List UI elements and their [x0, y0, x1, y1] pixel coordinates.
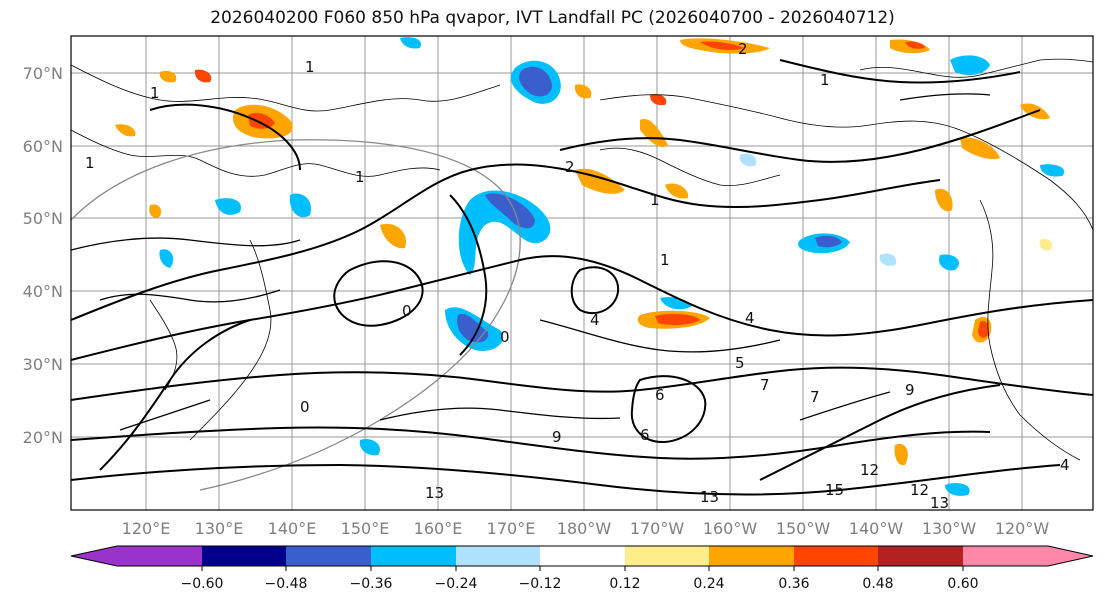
contour-label: 9 [905, 381, 915, 399]
colorbar-tick-label: 0.48 [862, 576, 893, 592]
contour-label: 12 [910, 481, 929, 499]
lon-label: 120°E [122, 519, 171, 538]
shading-negative [159, 37, 1065, 496]
lat-label: 50°N [23, 209, 63, 228]
colorbar-segment [878, 546, 963, 566]
coastlines [70, 58, 1094, 461]
colorbar-extend-left [71, 546, 117, 566]
contour-label: 1 [650, 191, 660, 209]
colorbar-tick-label: −0.24 [435, 576, 478, 592]
contour-label: 0 [402, 302, 412, 320]
contour-label: 5 [735, 354, 745, 372]
colorbar-segment [117, 546, 202, 566]
lon-label: 160°W [703, 519, 758, 538]
contour-label: 6 [655, 386, 665, 404]
contour-label: 6 [640, 426, 650, 444]
colorbar-tick-label: −0.12 [519, 576, 562, 592]
latitude-labels: 70°N 60°N 50°N 40°N 30°N 20°N [23, 64, 63, 447]
lon-label: 140°E [268, 519, 317, 538]
contour-label: 2 [565, 158, 575, 176]
lon-label: 130°W [922, 519, 977, 538]
contour-label: 9 [552, 428, 562, 446]
colorbar-segment [625, 546, 709, 566]
colorbar-tick-label: 0.60 [947, 576, 978, 592]
colorbar-segment [963, 546, 1048, 566]
map-frame [70, 35, 1094, 511]
lat-label: 40°N [23, 282, 63, 301]
lon-label: 130°E [195, 519, 244, 538]
contour-label: 1 [660, 251, 670, 269]
contour-label: 2 [738, 40, 748, 58]
colorbar-tick-label: 0.12 [609, 576, 640, 592]
lon-label: 180°W [557, 519, 612, 538]
lon-label: 160°E [414, 519, 463, 538]
lon-label: 150°W [776, 519, 831, 538]
map-background [71, 36, 1093, 510]
lat-label: 70°N [23, 64, 63, 83]
lon-label: 120°W [995, 519, 1050, 538]
lat-label: 20°N [23, 428, 63, 447]
contour-label: 0 [500, 328, 510, 346]
colorbar-segment [371, 546, 456, 566]
map-title: 2026040200 F060 850 hPa qvapor, IVT Land… [210, 8, 895, 28]
lon-label: 170°W [630, 519, 685, 538]
contour-label: 0 [300, 398, 310, 416]
contour-label: 4 [1060, 456, 1070, 474]
gridlines [71, 36, 1093, 510]
contour-label: 7 [760, 376, 770, 394]
contour-label: 4 [590, 311, 600, 329]
contour-label: 13 [700, 488, 719, 506]
colorbar-tick-label: −0.36 [350, 576, 393, 592]
colorbar-segment [794, 546, 878, 566]
contour-label: 7 [810, 388, 820, 406]
contour-label: 12 [860, 461, 879, 479]
contour-label: 13 [930, 494, 949, 512]
colorbar-segment [202, 546, 286, 566]
colorbar-tick-label: 0.24 [693, 576, 724, 592]
contour-label: 4 [745, 309, 755, 327]
contour-label: 1 [305, 58, 315, 76]
contour-label: 1 [820, 71, 830, 89]
ivt-contours [70, 59, 1094, 496]
colorbar-extend-right [1048, 546, 1093, 566]
contour-label: 1 [150, 84, 160, 102]
longitude-labels: 120°E 130°E 140°E 150°E 160°E 170°E 180°… [122, 519, 1050, 538]
contour-label: 13 [425, 484, 444, 502]
colorbar-segment [286, 546, 371, 566]
colorbar-segment [456, 546, 540, 566]
colorbar: −0.60 −0.48 −0.36 −0.24 −0.12 0.12 0.24 … [70, 545, 1094, 592]
colorbar-tick-label: −0.48 [265, 576, 308, 592]
lon-label: 170°E [487, 519, 536, 538]
contour-labels: 1 1 1 2 1 1 1 0 0 2 1 4 5 7 7 6 9 4 13 1… [85, 40, 1070, 512]
ivt-contours-thin [70, 93, 991, 431]
lon-label: 140°W [849, 519, 904, 538]
lon-label: 150°E [341, 519, 390, 538]
colorbar-tick-label: 0.36 [778, 576, 809, 592]
lat-label: 30°N [23, 355, 63, 374]
contour-label: 15 [825, 481, 844, 499]
contour-label: 1 [85, 154, 95, 172]
colorbar-tick-label: −0.60 [181, 576, 224, 592]
colorbar-outline [70, 545, 1094, 567]
contour-label: 1 [355, 168, 365, 186]
lat-label: 60°N [23, 137, 63, 156]
colorbar-segment [540, 546, 625, 566]
colorbar-segment [709, 546, 794, 566]
